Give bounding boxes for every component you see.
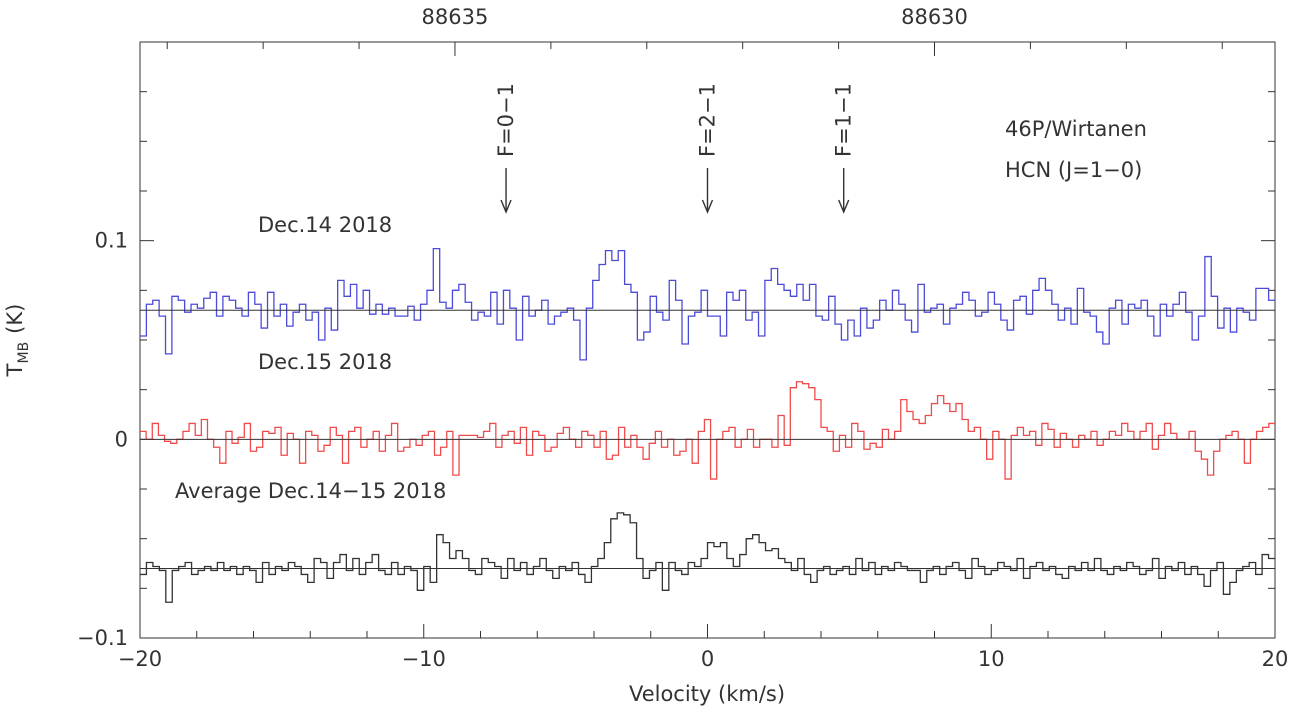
y-axis-label-symbol: T bbox=[3, 363, 27, 377]
y-tick-label: 0 bbox=[115, 427, 128, 451]
y-axis-label-unit: (K) bbox=[3, 304, 27, 334]
series-label-average: Average Dec.14−15 2018 bbox=[175, 479, 446, 503]
top-axis-tick-label: 88630 bbox=[901, 5, 968, 29]
molecule-label: HCN (J=1−0) bbox=[1005, 158, 1142, 182]
hyperfine-label: F=2−1 bbox=[696, 83, 720, 157]
hyperfine-arrow-head bbox=[701, 199, 714, 214]
hyperfine-label: F=0−1 bbox=[494, 83, 518, 157]
object-name-label: 46P/Wirtanen bbox=[1005, 117, 1147, 141]
y-tick-label: −0.1 bbox=[77, 626, 128, 650]
hyperfine-label: F=1−1 bbox=[832, 83, 856, 157]
spectrum-line-2 bbox=[140, 512, 1275, 603]
y-axis-label-subscript: MB bbox=[16, 342, 32, 364]
spectrum-line-0 bbox=[140, 247, 1275, 361]
svg-text:TMB(K): TMB (K) bbox=[3, 304, 32, 378]
series-label-dec15: Dec.15 2018 bbox=[258, 350, 392, 374]
y-axis-label: TMB (K) bbox=[3, 304, 32, 378]
x-tick-label: 0 bbox=[701, 647, 714, 671]
x-axis-label: Velocity (km/s) bbox=[629, 682, 785, 706]
x-tick-label: −10 bbox=[402, 647, 446, 671]
x-tick-label: 20 bbox=[1262, 647, 1289, 671]
spectrum-line-1 bbox=[140, 381, 1275, 480]
x-tick-label: −20 bbox=[118, 647, 162, 671]
x-tick-label: 10 bbox=[978, 647, 1005, 671]
hyperfine-arrow-head bbox=[838, 199, 850, 214]
series-label-dec14: Dec.14 2018 bbox=[258, 213, 392, 237]
top-axis-tick-label: 88635 bbox=[422, 5, 489, 29]
y-tick-label: 0.1 bbox=[95, 229, 128, 253]
hyperfine-arrow-head bbox=[500, 199, 512, 214]
